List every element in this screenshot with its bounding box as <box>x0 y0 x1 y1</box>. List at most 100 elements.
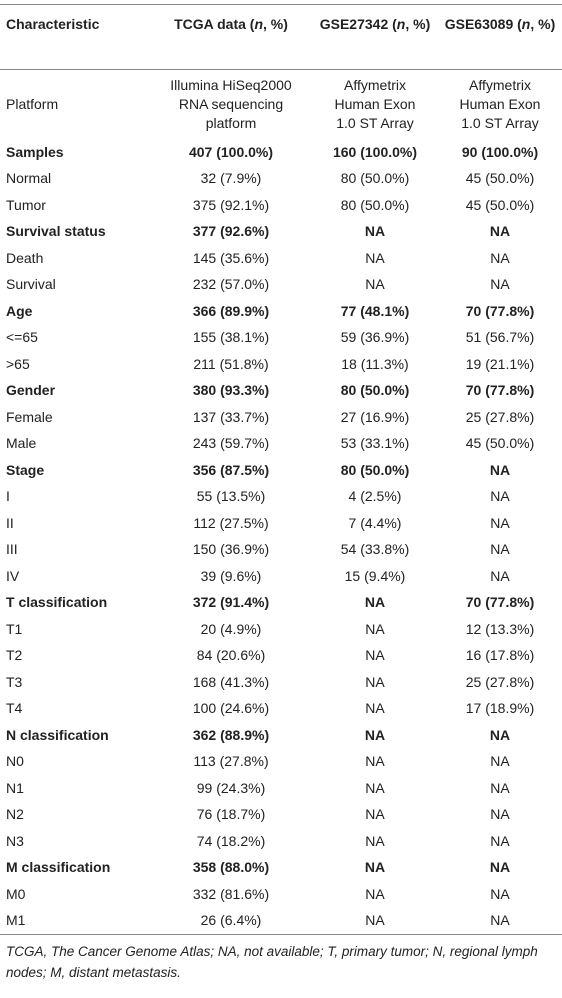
table-cell: 358 (88.0%) <box>192 859 270 876</box>
header-row: Characteristic TCGA data (n, %) GSE27342 (… <box>0 4 562 70</box>
table-cell: 168 (41.3%) <box>192 673 270 690</box>
table-cell: NA <box>364 223 386 240</box>
table-cell: Tumor <box>6 196 46 213</box>
table-row: N0 113 (27.8%) NA NA <box>0 749 562 776</box>
table-cell: M classification <box>6 859 111 876</box>
header-text: n <box>254 16 264 32</box>
table-cell: NA <box>365 249 385 266</box>
header-cell: GSE63089 (n, %) <box>438 5 562 70</box>
table-cell: NA <box>490 832 510 849</box>
table-cell: NA <box>365 647 385 664</box>
table-cell: 243 (59.7%) <box>192 435 270 452</box>
table-cell: 18 (11.3%) <box>341 355 409 372</box>
cell-line: 1.0 ST Array <box>461 115 539 131</box>
table-cell: NA <box>364 726 386 743</box>
table-cell: 20 (4.9%) <box>200 620 262 637</box>
table-cell: NA <box>489 859 511 876</box>
table-cell: NA <box>364 859 386 876</box>
table-cell: Stage <box>6 461 45 478</box>
table-cell: 25 (27.8%) <box>465 673 535 690</box>
table-cell: 7 (4.4%) <box>348 514 402 531</box>
header-text: GSE63089 ( <box>444 16 522 32</box>
table-row: N3 74 (18.2%) NA NA <box>0 828 562 855</box>
table-cell: 16 (17.8%) <box>465 647 535 664</box>
table-cell: T1 <box>6 620 23 637</box>
table-cell: Gender <box>6 382 56 399</box>
table-cell: II <box>6 514 14 531</box>
table-cell: NA <box>489 223 511 240</box>
table-row: Death 145 (35.6%) NA NA <box>0 245 562 272</box>
table-cell: NA <box>489 726 511 743</box>
table-cell: 99 (24.3%) <box>196 779 266 796</box>
table-cell: NA <box>365 620 385 637</box>
table-header: Characteristic TCGA data (n, %) GSE27342 (… <box>0 4 562 70</box>
table-row: Female 137 (33.7%) 27 (16.9%) 25 (27.8%) <box>0 404 562 431</box>
table-cell: <=65 <box>6 329 38 346</box>
table-cell: Death <box>6 249 44 266</box>
table-cell: 407 (100.0%) <box>188 143 274 160</box>
table-cell: NA <box>365 753 385 770</box>
table-row: T4 100 (24.6%) NA 17 (18.9%) <box>0 696 562 723</box>
header-text: , %) <box>263 16 288 32</box>
table-row: M0 332 (81.6%) NA NA <box>0 881 562 908</box>
table-cell: NA <box>365 700 385 717</box>
table-cell: 377 (92.6%) <box>192 223 270 240</box>
table-row: Samples 407 (100.0%) 160 (100.0%) 90 (100.0… <box>0 139 562 166</box>
table-cell: 356 (87.5%) <box>192 461 270 478</box>
header-text: Characteristic <box>6 16 100 32</box>
table-row: III 150 (36.9%) 54 (33.8%) NA <box>0 537 562 564</box>
table-cell: 90 (100.0%) <box>461 143 539 160</box>
table-cell: 372 (91.4%) <box>192 594 270 611</box>
table-cell: 53 (33.1%) <box>340 435 410 452</box>
table-cell: 55 (13.5%) <box>196 488 266 505</box>
table-row: T classification 372 (91.4%) NA 70 (77.8%) <box>0 590 562 617</box>
header-cell: TCGA data (n, %) <box>150 5 312 70</box>
table-row: Age 366 (89.9%) 77 (48.1%) 70 (77.8%) <box>0 298 562 325</box>
table-cell: NA <box>490 779 510 796</box>
table-cell: 80 (50.0%) <box>340 461 410 478</box>
header-text: n <box>521 16 531 32</box>
table-row: M classification 358 (88.0%) NA NA <box>0 855 562 882</box>
table-cell: 70 (77.8%) <box>465 302 535 319</box>
header-text: n <box>396 16 406 32</box>
header-cell: Characteristic <box>0 5 150 70</box>
table-cell: NA <box>365 276 385 293</box>
table-cell: 51 (56.7%) <box>465 329 535 346</box>
table-cell: 80 (50.0%) <box>340 196 410 213</box>
table-cell: 19 (21.1%) <box>465 355 535 372</box>
table-cell: I <box>6 488 10 505</box>
table-cell: 155 (38.1%) <box>192 329 270 346</box>
table-cell: T3 <box>6 673 23 690</box>
table-cell: IV <box>6 567 20 584</box>
table-cell: 45 (50.0%) <box>465 196 535 213</box>
cell-line: Illumina HiSeq2000 <box>170 77 292 93</box>
table-row: Platform Illumina HiSeq2000 RNA sequencing… <box>0 70 562 140</box>
table-cell: T4 <box>6 700 23 717</box>
header-text: TCGA data ( <box>174 16 255 32</box>
table-cell: 80 (50.0%) <box>340 382 410 399</box>
table-cell: M1 <box>6 912 26 929</box>
table-cell: 45 (50.0%) <box>465 435 535 452</box>
table-cell: 25 (27.8%) <box>465 408 535 425</box>
table-cell: 145 (35.6%) <box>192 249 270 266</box>
table-cell: Affymetrix Human Exon 1.0 ST Array <box>312 70 438 140</box>
table-cell: Survival <box>6 276 56 293</box>
header-text: , %) <box>530 16 556 32</box>
table-row: N2 76 (18.7%) NA NA <box>0 802 562 829</box>
table-cell: NA <box>365 673 385 690</box>
table-cell: Affymetrix Human Exon 1.0 ST Array <box>438 70 562 140</box>
table-cell: 17 (18.9%) <box>465 700 535 717</box>
table-cell: Age <box>6 302 33 319</box>
table-cell: M0 <box>6 885 26 902</box>
table-cell: NA <box>490 753 510 770</box>
table-cell: 366 (89.9%) <box>192 302 270 319</box>
table-row: T3 168 (41.3%) NA 25 (27.8%) <box>0 669 562 696</box>
header-text: , %) <box>405 16 431 32</box>
table-row: Male 243 (59.7%) 53 (33.1%) 45 (50.0%) <box>0 431 562 458</box>
table-cell: T2 <box>6 647 23 664</box>
table: Characteristic TCGA data (n, %) GSE27342 (… <box>0 4 562 935</box>
table-cell: NA <box>489 461 511 478</box>
table-cell: N classification <box>6 726 109 743</box>
table-cell: 150 (36.9%) <box>192 541 270 558</box>
table-cell: 76 (18.7%) <box>196 806 266 823</box>
